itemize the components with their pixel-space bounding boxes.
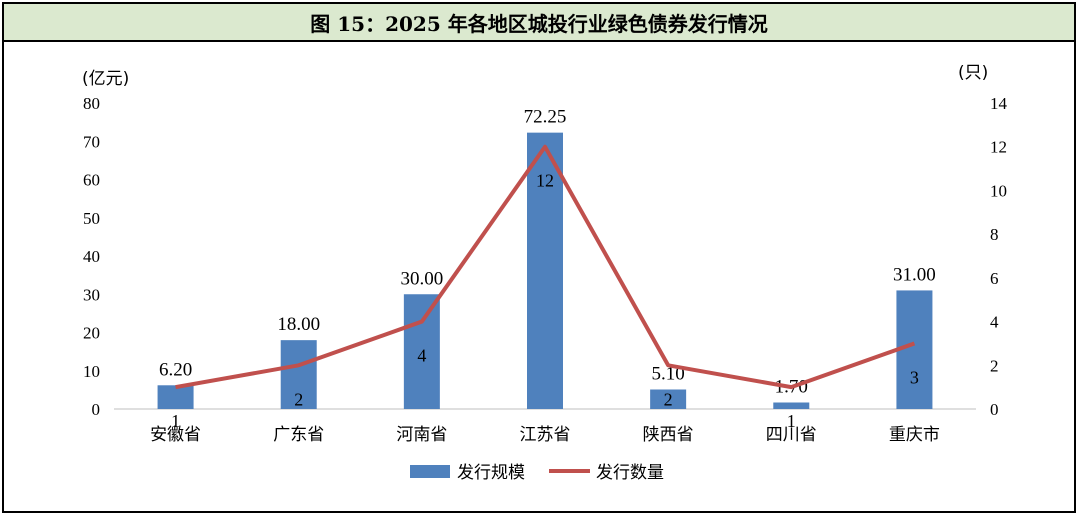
category-label: 四川省: [766, 425, 817, 445]
bar-value-label: 31.00: [893, 264, 936, 285]
right-tick-label: 12: [990, 138, 1007, 157]
left-tick-label: 40: [83, 247, 100, 266]
count-value-label: 3: [910, 367, 919, 387]
left-tick-label: 30: [83, 285, 100, 304]
category-label: 江苏省: [520, 425, 571, 445]
left-tick-label: 0: [92, 400, 101, 419]
category-label: 广东省: [273, 425, 324, 445]
category-label: 陕西省: [643, 425, 694, 445]
bar-1: [157, 385, 194, 409]
count-value-label: 1: [787, 411, 796, 431]
bar-value-label: 30.00: [400, 268, 443, 289]
category-label: 河南省: [396, 425, 447, 445]
left-tick-label: 10: [83, 362, 100, 381]
legend-line-label: 发行数量: [596, 463, 664, 483]
right-tick-label: 6: [990, 269, 999, 288]
bar-value-label: 72.25: [524, 107, 567, 128]
left-tick-label: 70: [83, 132, 100, 151]
right-tick-label: 8: [990, 225, 999, 244]
count-value-label: 4: [417, 346, 426, 366]
left-tick-label: 50: [83, 209, 100, 228]
bar-4: [527, 132, 563, 410]
count-value-label: 2: [294, 389, 303, 409]
right-tick-label: 10: [990, 181, 1007, 200]
right-tick-label: 0: [990, 400, 999, 419]
bar-3: [403, 294, 440, 409]
bar-6: [773, 402, 810, 409]
right-axis-unit: (只): [958, 63, 988, 83]
left-tick-label: 20: [83, 324, 100, 343]
category-label: 安徽省: [150, 425, 201, 445]
count-value-label: 1: [171, 411, 180, 431]
right-tick-label: 2: [990, 356, 999, 375]
right-tick-label: 14: [990, 94, 1008, 113]
count-value-label: 12: [536, 171, 554, 191]
left-axis-unit: (亿元): [82, 69, 129, 89]
right-tick-label: 4: [990, 313, 999, 332]
left-tick-label: 60: [83, 171, 100, 190]
category-label: 重庆市: [889, 425, 940, 445]
figure-title: 图 15：2025 年各地区城投行业绿色债券发行情况: [4, 4, 1074, 42]
legend-bar-swatch: [410, 465, 450, 478]
bar-5: [650, 389, 687, 409]
bar-2: [280, 340, 317, 409]
legend-bar-label: 发行规模: [457, 463, 525, 483]
count-value-label: 2: [664, 389, 673, 409]
bar-value-label: 6.20: [159, 359, 192, 380]
left-tick-label: 80: [83, 94, 100, 113]
bar-value-label: 18.00: [277, 314, 320, 335]
